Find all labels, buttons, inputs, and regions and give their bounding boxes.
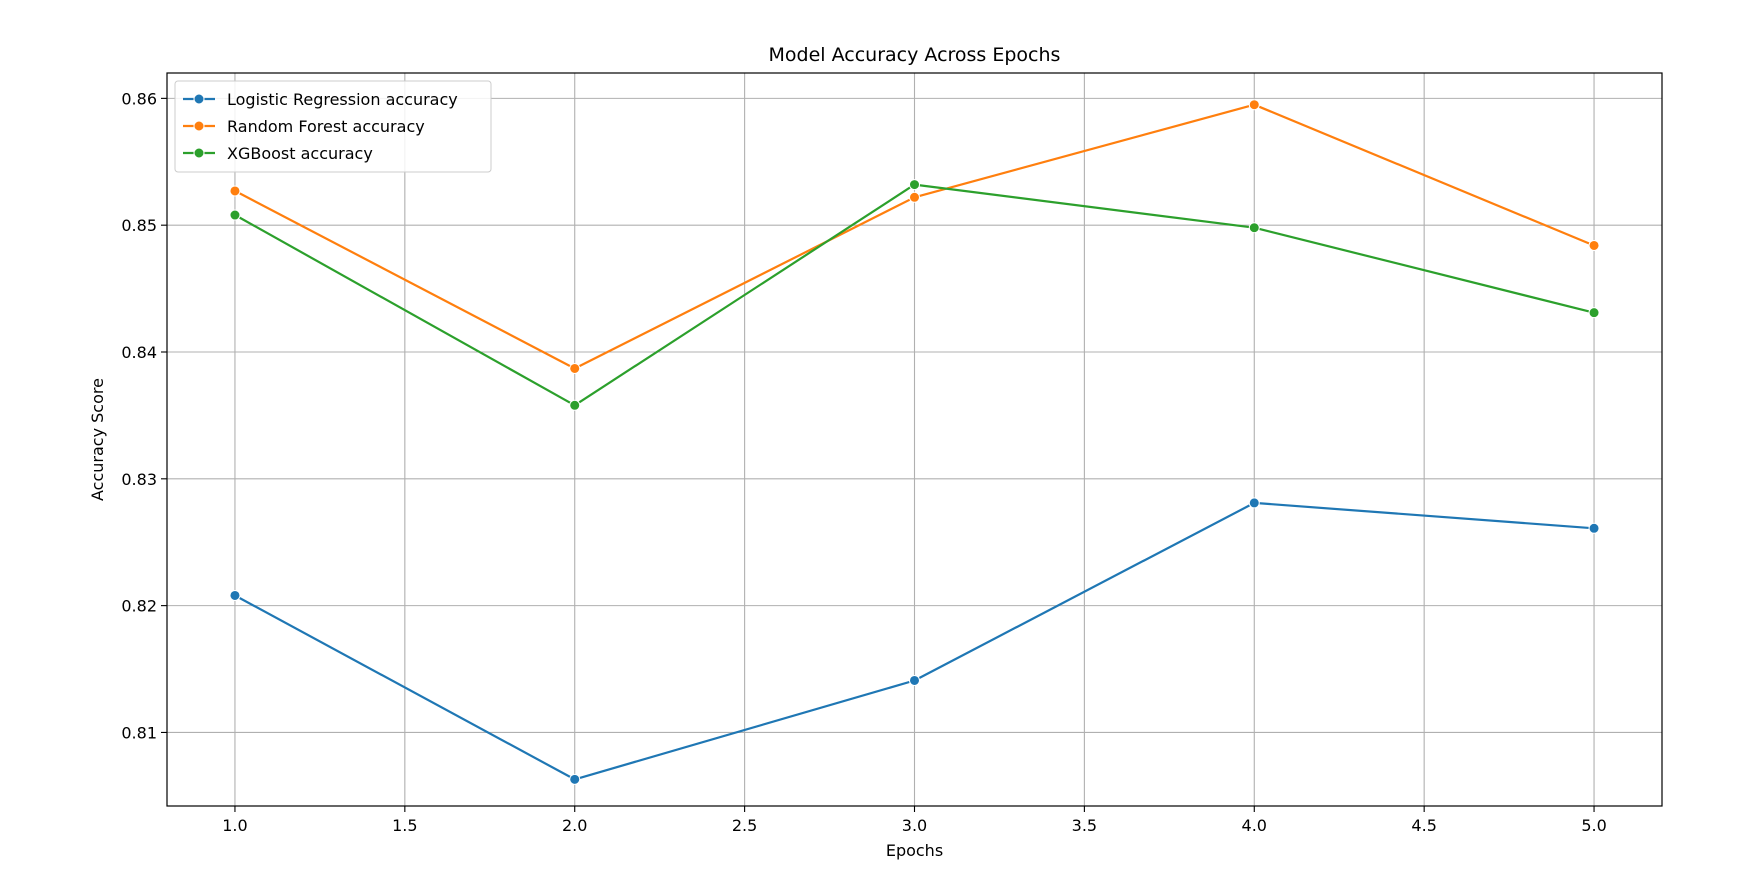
y-tick-label: 0.81 (121, 723, 157, 742)
legend-box (174, 80, 492, 173)
x-tick-label: 1.0 (222, 816, 247, 835)
series-lines (229, 99, 1600, 785)
legend-label: Random Forest accuracy (227, 117, 425, 136)
series-1 (229, 99, 1600, 374)
data-point (229, 185, 241, 197)
x-tick-label: 3.0 (902, 816, 927, 835)
x-tick-label: 2.5 (732, 816, 757, 835)
data-point (569, 362, 581, 374)
y-tick-label: 0.83 (121, 470, 157, 489)
legend-label: Logistic Regression accuracy (227, 90, 458, 109)
x-tick-label: 3.5 (1072, 816, 1097, 835)
x-tick-label: 4.0 (1242, 816, 1267, 835)
x-tick-label: 4.5 (1411, 816, 1436, 835)
legend: Logistic Regression accuracy Random Fores… (174, 80, 492, 173)
data-point (1248, 222, 1260, 234)
x-tick-label: 5.0 (1581, 816, 1606, 835)
legend-swatch-marker (193, 93, 205, 105)
y-tick-label: 0.85 (121, 216, 157, 235)
series-0 (229, 497, 1600, 785)
data-point (1248, 497, 1260, 509)
legend-item: Logistic Regression accuracy (183, 90, 458, 109)
series-2 (229, 179, 1600, 411)
grid (167, 73, 1662, 806)
data-point (229, 589, 241, 601)
data-point (909, 674, 920, 686)
legend-item: XGBoost accuracy (183, 144, 373, 163)
data-point (229, 209, 241, 221)
data-point (1588, 239, 1600, 251)
legend-swatch-marker (193, 147, 205, 159)
data-point (1248, 99, 1260, 111)
y-tick-label: 0.86 (121, 89, 157, 108)
legend-item: Random Forest accuracy (183, 117, 425, 136)
x-axis-ticks: 1.0 1.5 2.0 2.5 3.0 3.5 4.0 4.5 5.0 (222, 806, 1607, 835)
x-tick-label: 1.5 (392, 816, 417, 835)
x-axis-title: Epochs (886, 841, 943, 860)
y-axis-ticks: 0.81 0.82 0.83 0.84 0.85 0.86 (121, 89, 167, 742)
chart-title: Model Accuracy Across Epochs (769, 44, 1061, 66)
y-tick-label: 0.82 (121, 597, 157, 616)
y-tick-label: 0.84 (121, 343, 157, 362)
data-point (569, 399, 581, 411)
legend-swatch-marker (193, 120, 205, 132)
data-point (1588, 522, 1600, 534)
data-point (1588, 307, 1600, 319)
data-point (569, 773, 581, 785)
data-point (909, 191, 920, 203)
x-tick-label: 2.0 (562, 816, 587, 835)
y-axis-title: Accuracy Score (88, 378, 107, 501)
data-point (909, 179, 920, 191)
legend-label: XGBoost accuracy (227, 144, 373, 163)
